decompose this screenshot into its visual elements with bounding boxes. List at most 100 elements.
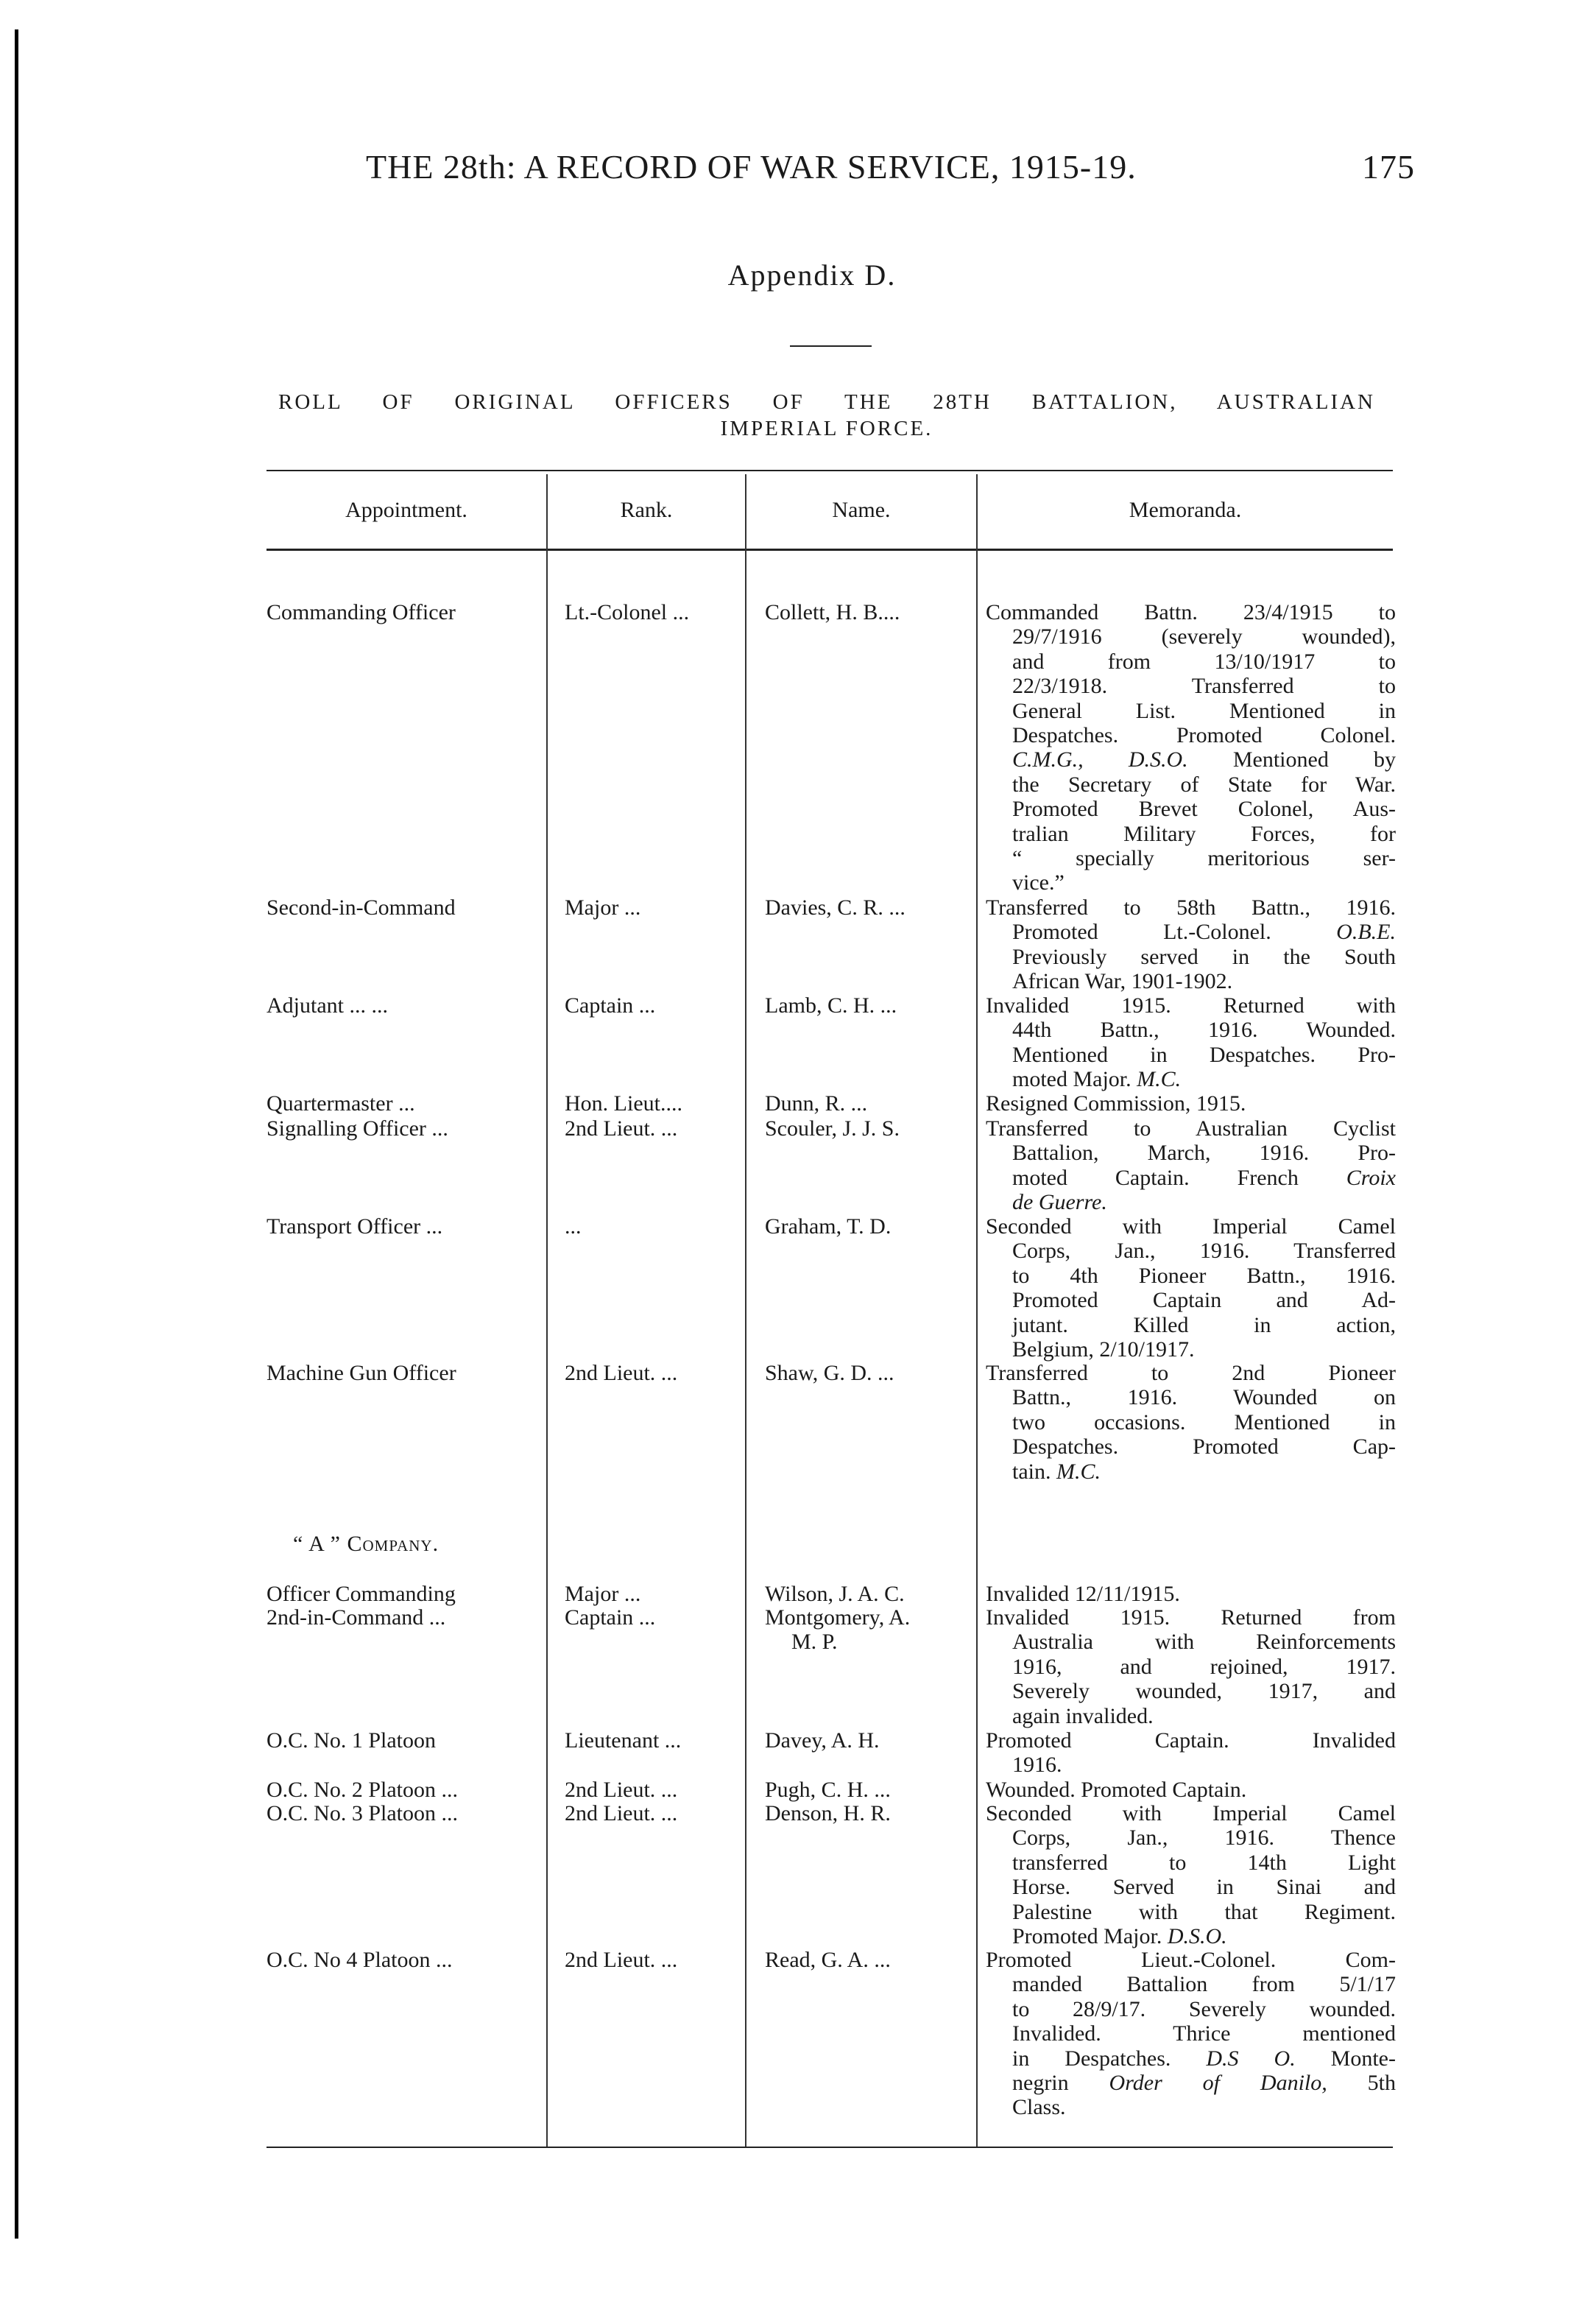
memo-line: Seconded with Imperial Camel (986, 1801, 1396, 1825)
rank-cell: Lt.-Colonel ... (565, 600, 690, 624)
memo-honour: C.M.G., D.S.O. (1012, 747, 1188, 772)
memo-line: Promoted Major. D.S.O. (986, 1924, 1396, 1948)
memo-text: Invalided 12/11/1915. (986, 1582, 1180, 1606)
memo-line: Transferred to 58th Battn., 1916. (986, 895, 1396, 920)
memo-line: to 4th Pioneer Battn., 1916. (986, 1264, 1396, 1288)
memo-line: Battalion, March, 1916. Pro- (986, 1141, 1396, 1165)
memo-text: Severely wounded, 1917, and (1012, 1679, 1396, 1704)
memo-text: Promoted Captain. Invalided (986, 1728, 1396, 1753)
memo-text: Seconded with Imperial Camel (986, 1214, 1396, 1239)
memo-text: Transferred to 58th Battn., 1916. (986, 895, 1396, 920)
memo-line: Seconded with Imperial Camel (986, 1214, 1396, 1239)
name-cell: Montgomery, A. (765, 1605, 911, 1630)
memo-line: transferred to 14th Light (986, 1851, 1396, 1875)
memo-line: to 28/9/17. Severely wounded. (986, 1997, 1396, 2021)
rank-cell: Captain ... (565, 993, 656, 1018)
memo-line: moted Major. M.C. (986, 1067, 1396, 1091)
memo-text: Promoted Major. (1012, 1924, 1168, 1949)
memo-text: jutant. Killed in action, (1012, 1312, 1396, 1337)
memo-text: Despatches. Promoted Cap- (1012, 1434, 1396, 1459)
memo-text: manded Battalion from 5/1/17 (1012, 1972, 1396, 1997)
memo-line: Battn., 1916. Wounded on (986, 1385, 1396, 1409)
memo-text: Palestine with that Regiment. (1012, 1899, 1396, 1924)
page-binding-edge (15, 29, 18, 2239)
table-top-rule (266, 470, 1393, 471)
memo-line: 1916, and rejoined, 1917. (986, 1655, 1396, 1679)
memo-line: 44th Battn., 1916. Wounded. (986, 1018, 1396, 1042)
memo-line: Invalided 1915. Returned with (986, 993, 1396, 1018)
memoranda-cell: Commanded Battn. 23/4/1915 to 29/7/1916 (… (986, 600, 1396, 895)
memo-honour: D.S.O. (1167, 1924, 1227, 1949)
memo-line: de Guerre. (986, 1190, 1396, 1214)
memo-text: vice.” (1012, 870, 1065, 895)
memo-line: Australia with Reinforcements (986, 1630, 1396, 1654)
memo-line: negrin Order of Danilo, 5th (986, 2071, 1396, 2095)
rank-cell: 2nd Lieut. ... (565, 1801, 678, 1825)
rank-cell: ... (565, 1214, 582, 1239)
memo-line: Transferred to 2nd Pioneer (986, 1361, 1396, 1385)
memo-text: Belgium, 2/10/1917. (1012, 1337, 1195, 1362)
name-cell: Davies, C. R. ... (765, 895, 905, 920)
name-cell: Denson, H. R. (765, 1801, 891, 1825)
memo-line: C.M.G., D.S.O. Mentioned by (986, 747, 1396, 772)
name-cell: Wilson, J. A. C. (765, 1582, 905, 1606)
memo-honour: M.C. (1056, 1459, 1101, 1484)
column-divider (976, 474, 978, 2147)
memo-line: Resigned Commission, 1915. (986, 1091, 1396, 1116)
memo-line: the Secretary of State for War. (986, 772, 1396, 797)
memo-honour: O.B.E. (1336, 920, 1396, 945)
column-divider (546, 474, 548, 2147)
memo-line: 22/3/1918. Transferred to (986, 674, 1396, 698)
memo-text: 1916. (1012, 1753, 1062, 1778)
memo-text: the Secretary of State for War. (1012, 772, 1396, 797)
roll-title-line2: IMPERIAL FORCE. (720, 417, 933, 440)
memo-line: Previously served in the South (986, 945, 1396, 969)
memo-line: Belgium, 2/10/1917. (986, 1337, 1396, 1362)
memo-text: to 4th Pioneer Battn., 1916. (1012, 1263, 1396, 1288)
memo-line: moted Captain. French Croix (986, 1166, 1396, 1190)
memo-text: two occasions. Mentioned in (1012, 1409, 1396, 1434)
memo-line: Invalided 1915. Returned from (986, 1605, 1396, 1630)
appointment-cell: Quartermaster ... (266, 1091, 415, 1116)
table-header-rule (266, 549, 1393, 551)
memo-text: moted Major. (1012, 1067, 1137, 1092)
rank-cell: 2nd Lieut. ... (565, 1948, 678, 1972)
name-cell: Pugh, C. H. ... (765, 1778, 891, 1802)
appendix-heading: Appendix D. (727, 258, 897, 292)
memo-text: Previously served in the South (1012, 944, 1396, 969)
appointment-cell: O.C. No. 3 Platoon ... (266, 1801, 459, 1825)
memo-line: vice.” (986, 870, 1396, 895)
name-cell: Dunn, R. ... (765, 1091, 868, 1116)
divider (790, 345, 872, 347)
memo-honour: M.C. (1137, 1067, 1182, 1092)
memo-text: Battalion, March, 1916. Pro- (1012, 1141, 1396, 1166)
memo-honour: Croix (1346, 1165, 1396, 1190)
memoranda-cell: Transferred to Australian Cyclist Battali… (986, 1116, 1396, 1215)
memo-line: Despatches. Promoted Cap- (986, 1434, 1396, 1459)
memo-text: Promoted Lieut.-Colonel. Com- (986, 1948, 1396, 1972)
column-header-memoranda: Memoranda. (1129, 498, 1242, 522)
appointment-cell: O.C. No. 2 Platoon ... (266, 1778, 459, 1802)
roll-title-line1: ROLL OF ORIGINAL OFFICERS OF THE 28TH BA… (278, 390, 1375, 414)
rank-cell: Lieutenant ... (565, 1728, 682, 1753)
memoranda-cell: Seconded with Imperial Camel Corps, Jan.,… (986, 1801, 1396, 1948)
memo-text: to 28/9/17. Severely wounded. (1012, 1996, 1396, 2021)
memo-line: 1916. (986, 1753, 1396, 1777)
memo-text: Australia with Reinforcements (1012, 1630, 1396, 1655)
rank-cell: Hon. Lieut.... (565, 1091, 682, 1116)
memo-text: tain. (1012, 1459, 1056, 1484)
appointment-cell: 2nd-in-Command ... (266, 1605, 446, 1630)
appointment-cell: O.C. No. 1 Platoon (266, 1728, 437, 1753)
memo-text: Wounded. Promoted Captain. (986, 1778, 1247, 1802)
memo-honour: Order of Danilo, (1109, 2071, 1327, 2096)
name-cell: Graham, T. D. (765, 1214, 892, 1239)
running-title: THE 28th: A RECORD OF WAR SERVICE, 1915-… (366, 148, 1137, 186)
memo-line: Promoted Captain and Ad- (986, 1288, 1396, 1312)
memo-text: Mentioned by (1187, 747, 1396, 772)
memo-text: transferred to 14th Light (1012, 1850, 1396, 1875)
column-header-name: Name. (832, 498, 891, 522)
rank-cell: 2nd Lieut. ... (565, 1361, 678, 1385)
rank-cell: Major ... (565, 895, 641, 920)
section-heading: “ A ” Company. (293, 1532, 439, 1556)
memo-text: Invalided 1915. Returned with (986, 993, 1396, 1018)
